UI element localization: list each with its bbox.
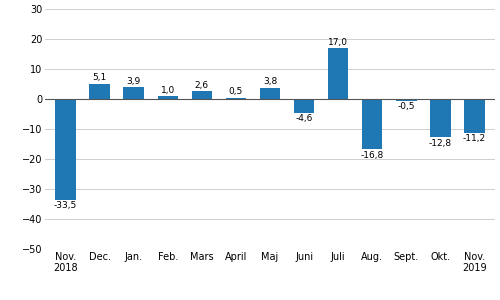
Text: 17,0: 17,0 — [328, 38, 348, 46]
Bar — [55, 99, 76, 200]
Bar — [226, 98, 246, 99]
Bar — [260, 88, 280, 99]
Text: 2,6: 2,6 — [195, 81, 209, 90]
Text: 3,8: 3,8 — [263, 77, 277, 86]
Text: -33,5: -33,5 — [54, 201, 77, 210]
Bar — [362, 99, 382, 149]
Bar — [90, 84, 110, 99]
Text: 1,0: 1,0 — [160, 85, 175, 94]
Bar — [396, 99, 416, 100]
Bar — [192, 91, 212, 99]
Text: -16,8: -16,8 — [360, 151, 384, 160]
Text: 3,9: 3,9 — [126, 77, 141, 86]
Text: 0,5: 0,5 — [229, 87, 243, 96]
Bar — [294, 99, 314, 113]
Bar — [430, 99, 450, 137]
Bar — [124, 87, 144, 99]
Text: -11,2: -11,2 — [463, 134, 486, 143]
Bar — [158, 96, 178, 99]
Text: -4,6: -4,6 — [296, 114, 313, 123]
Bar — [328, 48, 348, 99]
Text: -12,8: -12,8 — [429, 139, 452, 148]
Text: 5,1: 5,1 — [92, 73, 106, 82]
Bar — [464, 99, 485, 133]
Text: -0,5: -0,5 — [398, 102, 415, 111]
